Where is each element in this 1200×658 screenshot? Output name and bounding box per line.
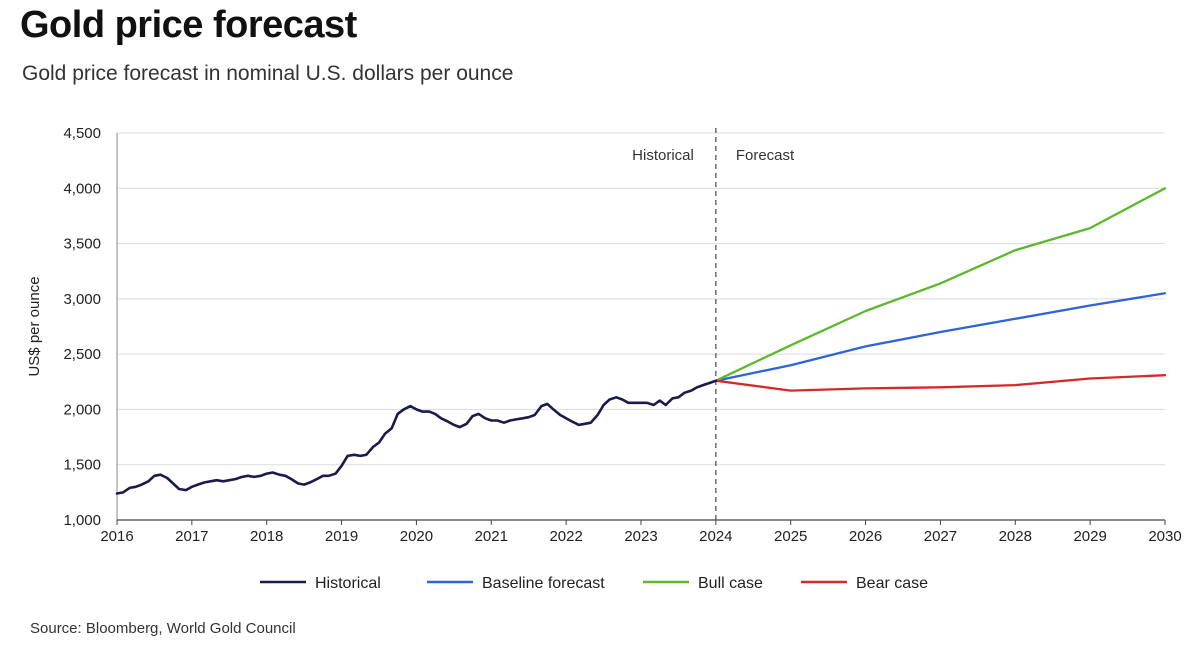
y-tick-label: 4,000 bbox=[63, 180, 101, 197]
legend: Historical Baseline forecast Bull case Bear… bbox=[260, 575, 928, 592]
chart-subtitle: Gold price forecast in nominal U.S. doll… bbox=[22, 62, 514, 85]
series-line-baseline-forecast bbox=[714, 292, 1167, 382]
y-tick-label: 2,500 bbox=[63, 346, 101, 363]
legend-label: Baseline forecast bbox=[482, 575, 605, 592]
x-tick-label: 2028 bbox=[999, 528, 1032, 545]
forecast-divider: Historical Forecast bbox=[632, 128, 795, 520]
x-tick-label: 2018 bbox=[250, 528, 283, 545]
chart-title: Gold price forecast bbox=[20, 4, 357, 46]
x-tick-label: 2021 bbox=[475, 528, 508, 545]
forecast-annotation: Forecast bbox=[736, 147, 795, 164]
y-tick-label: 2,000 bbox=[63, 401, 101, 418]
series-lines bbox=[115, 187, 1167, 495]
x-tick-label: 2024 bbox=[699, 528, 732, 545]
x-tick-label: 2023 bbox=[624, 528, 657, 545]
x-tick-label: 2027 bbox=[924, 528, 957, 545]
x-tick-label: 2026 bbox=[849, 528, 882, 545]
series-line-historical bbox=[115, 379, 718, 495]
y-tick-label: 1,000 bbox=[63, 512, 101, 529]
legend-label: Historical bbox=[315, 575, 381, 592]
x-tick-label: 2019 bbox=[325, 528, 358, 545]
historical-annotation: Historical bbox=[632, 147, 694, 164]
legend-label: Bear case bbox=[856, 575, 928, 592]
x-tick-label: 2030 bbox=[1148, 528, 1181, 545]
series-line-bear-case bbox=[714, 374, 1167, 392]
source-note: Source: Bloomberg, World Gold Council bbox=[30, 620, 296, 637]
y-tick-label: 3,500 bbox=[63, 236, 101, 253]
y-tick-label: 3,000 bbox=[63, 291, 101, 308]
x-tick-label: 2017 bbox=[175, 528, 208, 545]
axes: 1,000 1,500 2,000 2,500 3,000 3,500 4,000 4,500… bbox=[26, 125, 1182, 545]
legend-label: Bull case bbox=[698, 575, 763, 592]
y-axis-label: US$ per ounce bbox=[26, 276, 43, 376]
y-tick-label: 4,500 bbox=[63, 125, 101, 142]
x-tick-label: 2029 bbox=[1073, 528, 1106, 545]
grid-lines bbox=[117, 132, 1165, 466]
y-tick-label: 1,500 bbox=[63, 457, 101, 474]
series-line-bull-case bbox=[714, 187, 1167, 382]
x-tick-label: 2022 bbox=[549, 528, 582, 545]
x-tick-label: 2016 bbox=[100, 528, 133, 545]
x-tick-label: 2025 bbox=[774, 528, 807, 545]
x-tick-label: 2020 bbox=[400, 528, 433, 545]
